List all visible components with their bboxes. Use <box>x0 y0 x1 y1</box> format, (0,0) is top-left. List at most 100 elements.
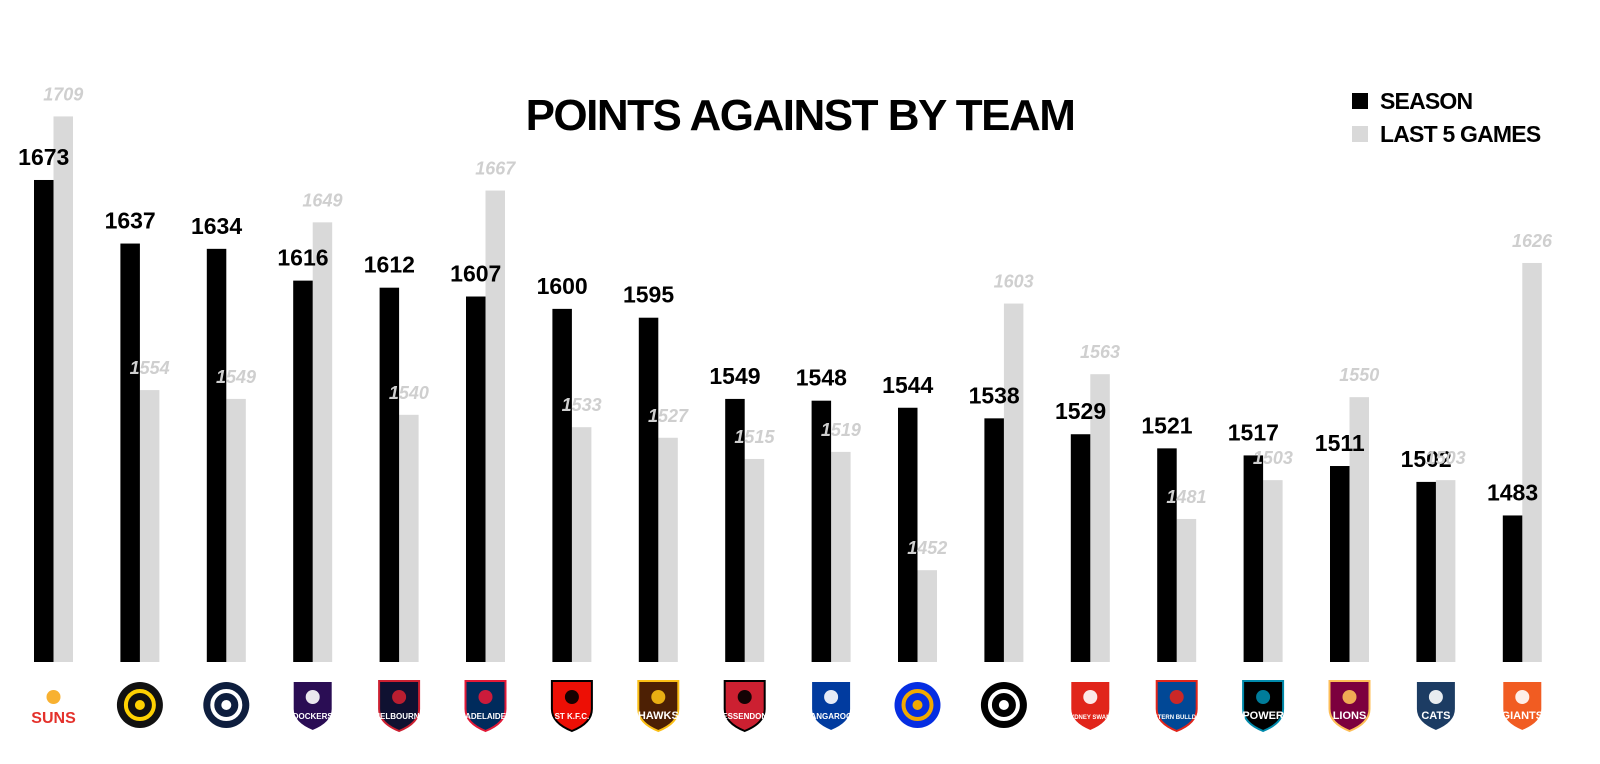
label-last5-12: 1563 <box>1080 342 1120 362</box>
legend-swatch-last5 <box>1352 126 1368 142</box>
bar-season-2 <box>206 248 227 662</box>
label-season-12: 1529 <box>1055 398 1106 424</box>
bombers-logo-icon: ESSENDON <box>722 680 767 733</box>
lions-logo-icon: LIONS <box>1328 680 1371 733</box>
bulldogs-logo-icon: WESTERN BULLDOGS <box>1144 680 1209 733</box>
label-last5-6: 1533 <box>562 395 602 415</box>
bar-season-5 <box>466 296 486 662</box>
bar-last5-17 <box>1522 262 1542 662</box>
tiger-logo-icon <box>116 682 163 728</box>
label-season-2: 1634 <box>191 213 242 239</box>
bar-season-12 <box>1070 434 1091 662</box>
bar-last5-10 <box>917 570 937 662</box>
label-season-15: 1511 <box>1315 430 1365 456</box>
bar-season-10 <box>898 407 918 662</box>
label-last5-9: 1519 <box>821 420 861 440</box>
bar-season-16 <box>1416 481 1436 662</box>
svg-text:CATS: CATS <box>1421 710 1450 722</box>
legend: SEASON LAST 5 GAMES <box>1352 88 1542 147</box>
label-season-6: 1600 <box>537 273 588 299</box>
label-season-13: 1521 <box>1141 412 1192 438</box>
label-season-3: 1616 <box>277 245 328 271</box>
crows-logo-icon: ADELAIDE <box>464 680 507 733</box>
label-season-4: 1612 <box>364 252 415 278</box>
label-last5-5: 1667 <box>475 159 516 179</box>
svg-text:MELBOURNE: MELBOURNE <box>373 712 425 721</box>
power-logo-icon: POWER <box>1242 680 1285 733</box>
label-season-1: 1637 <box>105 208 156 234</box>
label-season-10: 1544 <box>882 372 933 398</box>
label-last5-15: 1550 <box>1339 365 1379 385</box>
label-last5-14: 1503 <box>1253 448 1293 468</box>
bar-last5-15 <box>1349 397 1369 662</box>
blues-logo-icon <box>203 682 250 728</box>
bar-last5-11 <box>1003 303 1024 662</box>
dockers-logo-icon: DOCKERS <box>291 680 334 733</box>
bar-season-1 <box>120 243 140 662</box>
bar-last5-1 <box>139 390 160 662</box>
bar-season-11 <box>984 418 1004 662</box>
svg-text:POWER: POWER <box>1242 710 1284 722</box>
chart-title: POINTS AGAINST BY TEAM <box>526 91 1075 140</box>
hawks-logo-icon: HAWKS <box>637 680 680 733</box>
label-season-17: 1483 <box>1487 479 1538 505</box>
bar-season-0 <box>34 179 54 662</box>
bar-season-15 <box>1330 466 1350 662</box>
bar-season-14 <box>1243 455 1264 662</box>
label-last5-13: 1481 <box>1166 487 1206 507</box>
bar-last5-6 <box>571 427 592 662</box>
bar-season-13 <box>1157 448 1177 662</box>
bar-last5-4 <box>399 414 419 662</box>
giants-logo-icon: GIANTS <box>1501 680 1544 733</box>
bars-group <box>34 116 1542 662</box>
label-last5-11: 1603 <box>994 272 1034 292</box>
svg-text:ST K.F.C.: ST K.F.C. <box>555 712 590 721</box>
svg-text:KANGAROOS: KANGAROOS <box>805 712 859 721</box>
cats-logo-icon: CATS <box>1414 680 1457 733</box>
svg-text:LIONS: LIONS <box>1333 710 1367 722</box>
label-last5-10: 1452 <box>907 538 947 558</box>
team-logos-row: SUNS DOCKERS MELBOURNE ADELAIDE ST K.F.C. HAW… <box>31 680 1544 733</box>
bar-last5-14 <box>1263 480 1283 662</box>
melbourne-logo-icon: MELBOURNE <box>373 680 426 733</box>
bar-season-8 <box>725 398 745 662</box>
label-last5-7: 1527 <box>648 406 689 426</box>
label-season-11: 1538 <box>969 382 1020 408</box>
svg-text:HAWKS: HAWKS <box>638 710 679 722</box>
label-season-0: 1673 <box>18 144 69 170</box>
label-season-8: 1549 <box>709 363 760 389</box>
bar-season-4 <box>379 287 400 662</box>
suns-logo-icon: SUNS <box>31 681 76 731</box>
svg-text:DOCKERS: DOCKERS <box>293 712 334 721</box>
label-last5-1: 1554 <box>130 358 170 378</box>
bar-last5-5 <box>485 190 505 662</box>
bar-season-3 <box>293 280 313 662</box>
kangaroos-logo-icon: KANGAROOS <box>805 680 859 733</box>
label-last5-4: 1540 <box>389 383 429 403</box>
bar-last5-16 <box>1435 480 1456 662</box>
bar-last5-7 <box>658 437 678 662</box>
label-last5-0: 1709 <box>43 84 83 104</box>
svg-text:SUNS: SUNS <box>31 710 76 727</box>
label-last5-17: 1626 <box>1512 231 1553 251</box>
data-labels-group: 1673 1709 1637 1554 1634 1549 1616 1649 1612 1540… <box>18 84 1553 558</box>
bar-last5-13 <box>1176 518 1197 662</box>
bar-last5-3 <box>312 222 333 662</box>
label-last5-3: 1649 <box>302 190 342 210</box>
label-last5-8: 1515 <box>734 427 775 447</box>
bar-last5-12 <box>1090 374 1110 662</box>
bar-last5-9 <box>831 451 851 662</box>
legend-label-season: SEASON <box>1380 88 1473 114</box>
bar-last5-8 <box>744 458 765 662</box>
legend-label-last5: LAST 5 GAMES <box>1380 121 1541 147</box>
svg-text:ESSENDON: ESSENDON <box>722 712 767 721</box>
bar-season-17 <box>1502 515 1523 662</box>
svg-text:ADELAIDE: ADELAIDE <box>465 712 507 721</box>
label-season-5: 1607 <box>450 261 501 287</box>
bar-last5-0 <box>53 116 73 662</box>
bar-season-9 <box>811 400 832 662</box>
label-season-16: 1502 <box>1401 446 1452 472</box>
bar-season-6 <box>552 308 572 662</box>
saints-logo-icon: ST K.F.C. <box>550 680 593 733</box>
